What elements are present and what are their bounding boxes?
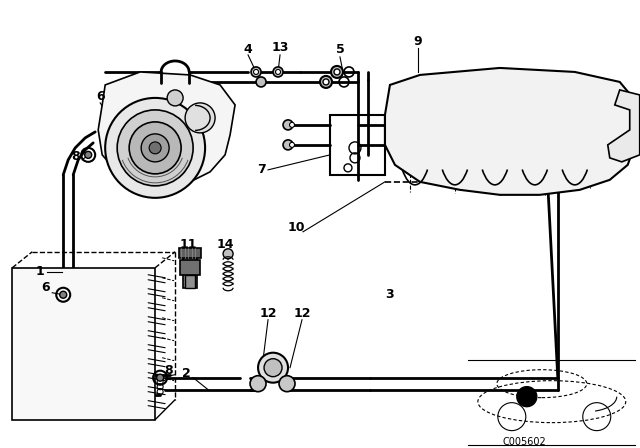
Bar xyxy=(183,250,197,288)
Circle shape xyxy=(185,103,215,133)
Circle shape xyxy=(289,142,294,147)
Text: 10: 10 xyxy=(287,221,305,234)
Text: 5: 5 xyxy=(335,43,344,56)
Circle shape xyxy=(117,110,193,186)
Text: 2: 2 xyxy=(182,367,191,380)
Circle shape xyxy=(289,122,294,127)
Text: 8: 8 xyxy=(164,364,172,377)
Circle shape xyxy=(129,122,181,174)
Circle shape xyxy=(320,76,332,88)
Text: 6: 6 xyxy=(96,90,104,103)
Circle shape xyxy=(331,66,343,78)
Circle shape xyxy=(283,140,293,150)
Polygon shape xyxy=(12,268,155,420)
Bar xyxy=(179,248,201,258)
Circle shape xyxy=(250,376,266,392)
Text: C005602: C005602 xyxy=(503,437,547,447)
Circle shape xyxy=(253,69,259,74)
Circle shape xyxy=(60,291,67,298)
Circle shape xyxy=(84,151,92,158)
Text: 8: 8 xyxy=(71,151,79,164)
Circle shape xyxy=(323,79,329,85)
Text: 12: 12 xyxy=(293,307,311,320)
Text: 11: 11 xyxy=(179,238,197,251)
Bar xyxy=(180,260,200,275)
Circle shape xyxy=(279,376,295,392)
Circle shape xyxy=(157,374,164,381)
Bar xyxy=(185,275,195,288)
Text: 9: 9 xyxy=(413,35,422,48)
Text: 14: 14 xyxy=(216,238,234,251)
Text: 6: 6 xyxy=(41,281,49,294)
Circle shape xyxy=(258,353,288,383)
Circle shape xyxy=(517,387,537,407)
Polygon shape xyxy=(608,90,640,162)
Circle shape xyxy=(334,69,340,75)
Circle shape xyxy=(251,67,261,77)
Circle shape xyxy=(149,142,161,154)
Circle shape xyxy=(256,77,266,87)
Circle shape xyxy=(283,120,293,130)
Circle shape xyxy=(276,69,280,74)
Text: 13: 13 xyxy=(271,42,289,55)
Circle shape xyxy=(141,134,169,162)
Circle shape xyxy=(105,98,205,198)
Text: 1: 1 xyxy=(36,265,45,278)
Polygon shape xyxy=(98,72,235,185)
Circle shape xyxy=(273,67,283,77)
Bar xyxy=(330,115,385,175)
Text: 12: 12 xyxy=(259,307,276,320)
Text: 7: 7 xyxy=(257,164,266,177)
Text: 3: 3 xyxy=(386,288,394,301)
Circle shape xyxy=(167,90,183,106)
Polygon shape xyxy=(385,68,635,195)
Circle shape xyxy=(223,249,233,259)
Circle shape xyxy=(264,359,282,377)
Text: 4: 4 xyxy=(244,43,252,56)
